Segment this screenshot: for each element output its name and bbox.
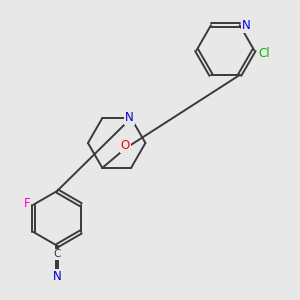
Text: N: N (242, 19, 250, 32)
Text: Cl: Cl (258, 47, 270, 60)
Text: C: C (53, 250, 61, 260)
Text: N: N (125, 111, 134, 124)
Text: O: O (121, 139, 130, 152)
Text: F: F (24, 197, 30, 211)
Text: N: N (53, 270, 62, 284)
